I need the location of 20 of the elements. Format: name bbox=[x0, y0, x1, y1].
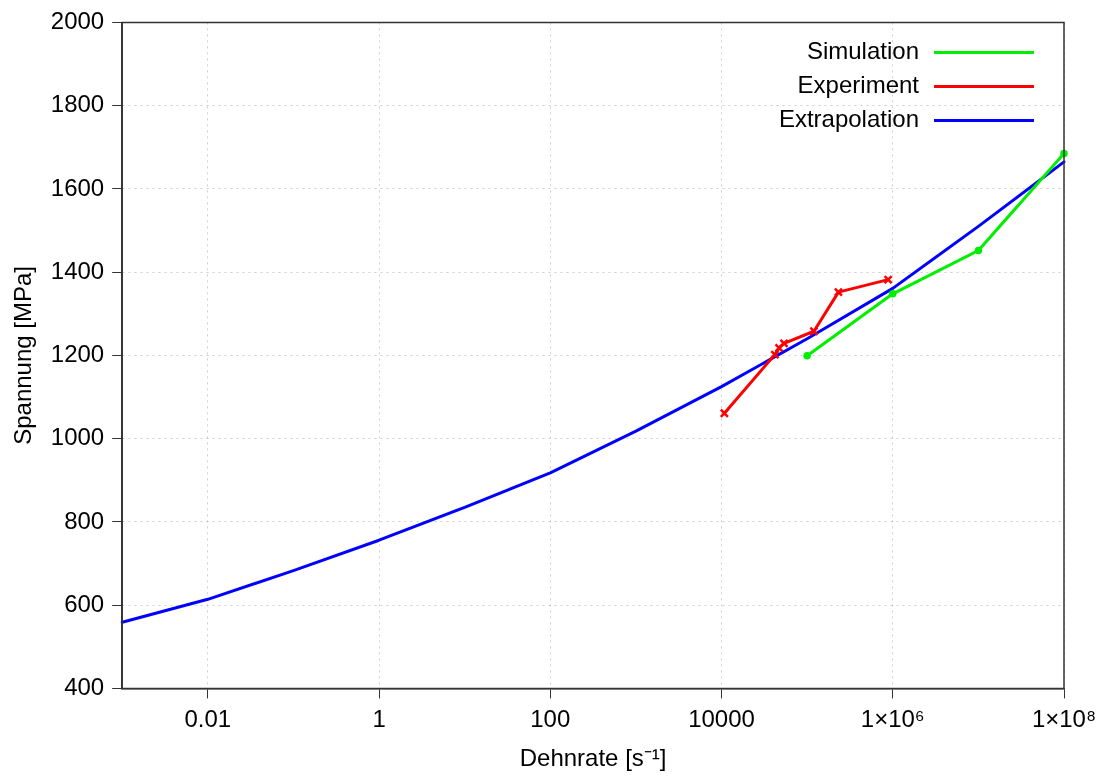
y-tick-label: 1200 bbox=[50, 340, 105, 368]
y-tick-label: 800 bbox=[64, 506, 105, 534]
x-tick-label: 1×10⁸ bbox=[1031, 705, 1097, 733]
y-tick-label: 1600 bbox=[50, 173, 105, 201]
y-axis-title: Spannung [MPa] bbox=[9, 266, 37, 445]
y-tick-label: 400 bbox=[64, 673, 105, 701]
y-tick-label: 2000 bbox=[50, 7, 105, 35]
y-tick-label: 1400 bbox=[50, 256, 105, 284]
legend-label: Experiment bbox=[797, 71, 920, 99]
x-tick-label: 100 bbox=[530, 705, 571, 733]
x-tick-label: 10000 bbox=[688, 705, 755, 733]
y-tick-label: 1800 bbox=[50, 90, 105, 118]
x-tick-label: 0.01 bbox=[184, 705, 232, 733]
y-tick-label: 600 bbox=[64, 589, 105, 617]
x-axis-title: Dehnrate [s⁻¹] bbox=[519, 744, 667, 772]
legend-label: Simulation bbox=[806, 37, 919, 65]
x-tick-label: 1×10⁶ bbox=[860, 705, 925, 733]
legend-label: Extrapolation bbox=[778, 105, 919, 133]
y-tick-label: 1000 bbox=[50, 423, 105, 451]
x-tick-label: 1 bbox=[372, 705, 386, 733]
